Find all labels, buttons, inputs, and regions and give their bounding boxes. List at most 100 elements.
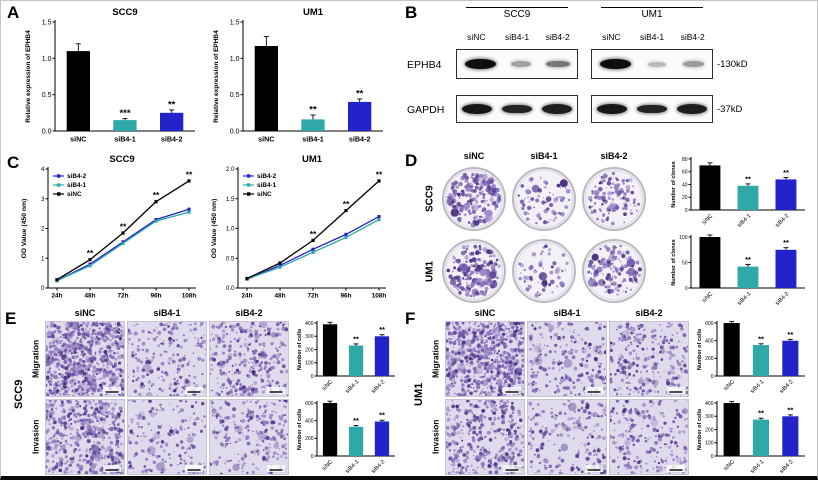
- bar-chart-um1-migration-cells: 0 200 400 600 Number of cells siNC ** siB4-1 ** s…: [695, 317, 809, 393]
- protein-band: [464, 59, 496, 69]
- panel-a: A SCC9 0.0 0.5 1.0 1.5 Relative expression of…: [5, 1, 401, 149]
- bar-siB4-1: [348, 345, 364, 376]
- column-header-sib4-1: siB4-1: [530, 151, 558, 161]
- significance-marker: **: [787, 405, 793, 414]
- significance-marker: **: [353, 416, 359, 425]
- protein-band: [637, 104, 667, 114]
- protein-band: [597, 104, 628, 114]
- x-category-label: siB4-2: [775, 291, 791, 305]
- lane-label: siB4-2: [545, 32, 570, 42]
- data-point-siNC: [278, 261, 282, 265]
- x-category-label: siB4-2: [161, 135, 183, 144]
- colony-dish-um1-sib4-2-svg: [582, 239, 646, 303]
- y-tick-label: 1.0: [42, 56, 52, 63]
- protein-band: [682, 61, 704, 67]
- y-axis-label: OD Value (450 nm): [21, 199, 28, 259]
- x-tick-label: 24h: [51, 292, 62, 299]
- y-tick-label: 400: [305, 321, 314, 327]
- group-overline: [466, 7, 568, 8]
- cell-line-label-um1: UM1: [413, 382, 425, 406]
- colony-dish-um1-sinc-svg: [442, 239, 506, 303]
- y-tick-label: 100: [705, 441, 714, 447]
- significance-marker: **: [787, 330, 793, 339]
- y-axis-label: Number of clones: [671, 161, 677, 207]
- bar-siB4-2: [374, 336, 390, 377]
- y-tick-label: 400: [705, 339, 714, 345]
- line-chart-um1-od: UM1 0.0 0.5 1.0 1.5 2.0 OD Value (450 nm) 24h 48…: [207, 153, 395, 305]
- micrograph-scc9-migration-sinc-svg: [46, 322, 124, 396]
- x-category-label: siNC: [701, 213, 714, 226]
- x-category-label: siNC: [321, 379, 334, 392]
- y-tick-label: 200: [705, 356, 714, 362]
- y-tick-label: 2: [41, 226, 45, 233]
- significance-marker: **: [310, 229, 317, 239]
- bar-siB4-1: [113, 120, 137, 131]
- significance-marker: **: [153, 190, 160, 200]
- x-category-label: siB4-1: [114, 135, 136, 144]
- micrograph-um1-migration-sinc: [445, 321, 525, 397]
- x-tick-label: 48h: [84, 292, 95, 299]
- micrograph-scc9-migration-sib4-1: [127, 321, 207, 397]
- x-category-label: siNC: [723, 459, 736, 472]
- data-point-siB4-1: [154, 219, 158, 223]
- x-tick-label: 108h: [182, 292, 197, 299]
- y-axis-label: Number of cells: [697, 409, 703, 450]
- x-tick-label: 72h: [307, 292, 318, 299]
- legend-label-siB4-2: siB4-2: [257, 173, 277, 180]
- y-axis-label: Number of cells: [697, 329, 703, 370]
- micrograph-scc9-invasion-sib4-2: [209, 399, 289, 475]
- micrograph-um1-invasion-sib4-2-svg: [610, 400, 688, 474]
- data-point-siNC: [311, 238, 315, 242]
- x-tick-label: 72h: [117, 292, 128, 299]
- row-label-migration: Migration: [430, 339, 441, 379]
- wb-group-um1: UM1: [591, 7, 713, 20]
- x-category-label: siB4-1: [345, 459, 361, 473]
- blot-gapdh-um1: [591, 95, 713, 123]
- x-tick-label: 96h: [340, 292, 351, 299]
- x-category-label: siB4-2: [349, 135, 371, 144]
- cell-group-name: SCC9: [503, 9, 531, 20]
- blot-ephb4-um1: [591, 49, 713, 79]
- column-header-sinc: siNC: [463, 151, 485, 161]
- bar-chart-scc9-migration-cells: 0 100 200 300 400 Number of cells siNC ** siB4-1…: [295, 317, 399, 393]
- y-tick-label: 1.5: [42, 20, 52, 27]
- data-point-siNC: [55, 278, 59, 282]
- data-point-siNC: [245, 276, 249, 281]
- row-label-migration: Migration: [30, 339, 41, 379]
- lane-label: siNC: [467, 32, 486, 42]
- micrograph-scc9-migration-sib4-1-svg: [128, 322, 206, 396]
- bar-siB4-1: [301, 119, 325, 131]
- protein-band: [600, 59, 632, 69]
- y-tick-label: 0: [711, 374, 714, 380]
- bar-siB4-1: [752, 345, 769, 376]
- y-tick-label: 2.0: [226, 166, 235, 173]
- panel-c: C SCC9 0 1 2 3 4 OD Value (450 nm) 24h 48h 72h 96h…: [5, 149, 401, 307]
- x-category-label: siNC: [723, 379, 736, 392]
- micrograph-um1-migration-sib4-2-svg: [610, 322, 688, 396]
- bar-siB4-2: [348, 101, 372, 131]
- micrograph-um1-invasion-sinc-svg: [446, 400, 524, 474]
- x-category-label: siB4-1: [750, 459, 766, 473]
- y-tick-label: 300: [705, 414, 714, 420]
- y-tick-label: 0.5: [226, 256, 235, 263]
- data-point-siB4-1: [121, 241, 125, 245]
- significance-marker: **: [379, 325, 385, 334]
- row-label-invasion: Invasion: [430, 419, 441, 455]
- protein-band: [510, 61, 531, 67]
- micrograph-um1-invasion-sib4-2: [609, 399, 689, 475]
- panel-e: E siNC siB4-1 siB4-2 SCC9 Migration Inva…: [5, 307, 401, 476]
- micrograph-um1-invasion-sinc: [445, 399, 525, 475]
- data-point-siB4-2: [278, 263, 282, 267]
- bar-chart-um1-ephb4-expression-svg: UM1 0.0 0.5 1.0 1.5 Relative expression of EP…: [213, 7, 383, 144]
- x-category-label: siB4-1: [302, 135, 324, 144]
- x-category-label: siB4-1: [737, 291, 753, 305]
- y-tick-label: 200: [305, 436, 314, 442]
- y-tick-label: 0.5: [230, 92, 240, 99]
- data-point-siB4-1: [377, 218, 381, 222]
- protein-band: [546, 60, 570, 68]
- bar-chart-scc9-ephb4-expression: SCC9 0.0 0.5 1.0 1.5 Relative expression of E…: [21, 5, 203, 147]
- bar-chart-um1-invasion-cells: 0 100 200 300 400 Number of cells siNC ** siB4-1…: [695, 397, 809, 473]
- y-tick-label: 0: [41, 285, 45, 292]
